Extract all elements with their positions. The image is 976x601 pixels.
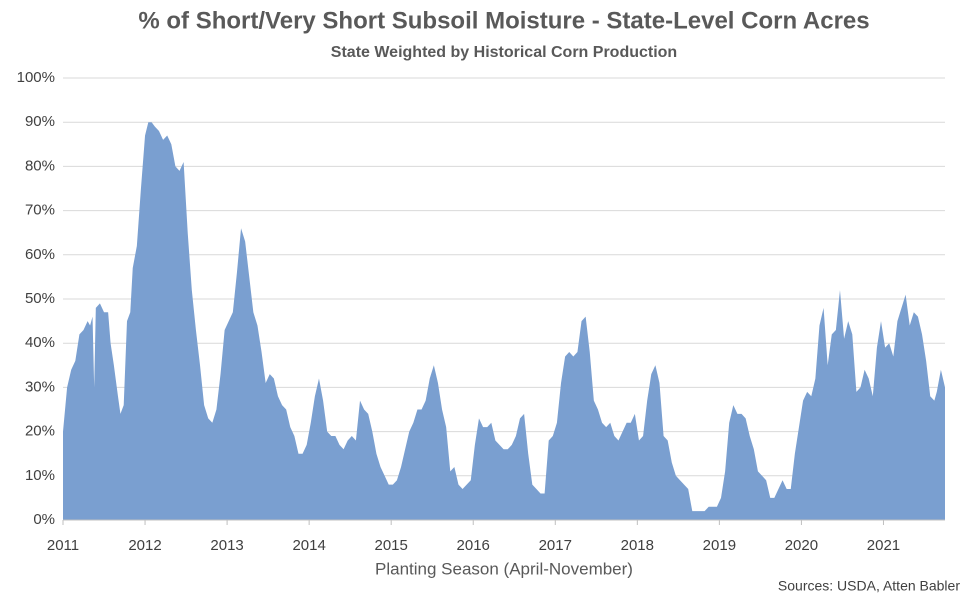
x-tick-label: 2019 [703, 537, 736, 554]
source-note: Sources: USDA, Atten Babler [778, 578, 960, 594]
x-axis-label: Planting Season (April-November) [375, 559, 633, 578]
y-tick-label: 70% [25, 202, 55, 219]
y-tick-label: 100% [17, 69, 55, 86]
chart-subtitle: State Weighted by Historical Corn Produc… [331, 44, 677, 61]
x-tick-label: 2020 [785, 537, 818, 554]
y-tick-label: 20% [25, 423, 55, 440]
x-tick-label: 2014 [292, 537, 325, 554]
x-tick-label: 2021 [867, 537, 900, 554]
y-tick-label: 40% [25, 334, 55, 351]
y-tick-label: 50% [25, 290, 55, 307]
y-tick-label: 10% [25, 467, 55, 484]
x-tick-label: 2016 [457, 537, 490, 554]
y-tick-label: 90% [25, 113, 55, 130]
y-tick-label: 0% [33, 511, 55, 528]
y-tick-label: 80% [25, 157, 55, 174]
x-tick-label: 2017 [539, 537, 572, 554]
area [63, 122, 945, 520]
x-tick-label: 2011 [47, 537, 79, 554]
y-tick-label: 30% [25, 378, 55, 395]
x-tick-label: 2018 [621, 537, 654, 554]
x-tick-label: 2015 [374, 537, 407, 554]
y-tick-label: 60% [25, 246, 55, 263]
x-tick-label: 2012 [128, 537, 161, 554]
x-tick-label: 2013 [210, 537, 243, 554]
chart-title: % of Short/Very Short Subsoil Moisture -… [138, 7, 869, 34]
